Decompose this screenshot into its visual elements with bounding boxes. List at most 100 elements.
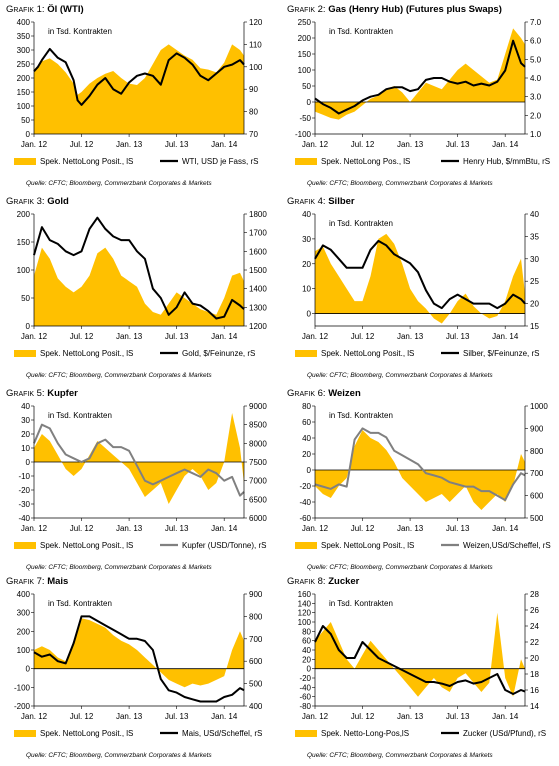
y-right-tick-label: 120 [249, 18, 263, 27]
y-right-tick-label: 1400 [249, 285, 267, 294]
legend-label-line: Zucker (USd/Pfund), rS [463, 729, 546, 738]
x-tick-label: Jul. 13 [165, 332, 189, 341]
x-tick-label: Jan. 12 [21, 524, 48, 533]
legend-label-line: Mais, USd/Scheffel, rS [182, 729, 262, 738]
y-right-tick-label: 25 [530, 277, 539, 286]
chart-title-text: Gas (Henry Hub) (Futures plus Swaps) [328, 4, 502, 15]
y-left-tick-label: 10 [21, 444, 30, 453]
x-tick-label: Jan. 13 [397, 524, 424, 533]
y-right-tick-label: 900 [530, 424, 544, 433]
y-left-tick-label: -20 [18, 486, 30, 495]
area-series [315, 28, 525, 120]
y-right-tick-label: 500 [530, 514, 544, 523]
y-left-tick-label: 20 [302, 260, 311, 269]
chart-svg: 0 10 20 30 40 15 20 25 30 35 40 Jan. 12 Jul. 12 Jan. … [295, 210, 539, 358]
y-right-tick-label: 90 [249, 85, 258, 94]
chart-number: Grafik 5: [6, 388, 45, 399]
y-left-tick-label: -60 [299, 514, 311, 523]
legend-swatch-area [14, 158, 36, 165]
y-left-tick-label: -20 [299, 482, 311, 491]
legend-label-area: Spek. NettoLong Posit., lS [40, 157, 133, 166]
x-tick-label: Jan. 13 [116, 524, 143, 533]
y-right-tick-label: 2.0 [530, 111, 542, 120]
chart-title: Grafik 1: Öl (WTI) [6, 4, 84, 15]
y-right-tick-label: 6000 [249, 514, 267, 523]
legend-swatch-area [14, 542, 36, 549]
x-tick-label: Jan. 12 [302, 712, 329, 721]
y-left-tick-label: 0 [307, 98, 312, 107]
y-left-tick-label: 160 [298, 590, 312, 599]
units-note: in Tsd. Kontrakten [329, 599, 393, 608]
units-note: in Tsd. Kontrakten [329, 411, 393, 420]
x-tick-label: Jan. 13 [397, 712, 424, 721]
y-left-tick-label: 40 [302, 646, 311, 655]
y-left-tick-label: -100 [295, 130, 312, 139]
legend-swatch-area [295, 542, 317, 549]
legend-swatch-area [14, 730, 36, 737]
legend-label-area: Spek. NettoLong Posit., lS [40, 729, 133, 738]
y-right-tick-label: 30 [530, 255, 539, 264]
chart-svg: -40 -30 -20 -10 0 10 20 30 40 6000 6500 7000 7500 800… [14, 402, 267, 550]
x-tick-label: Jan. 13 [397, 332, 424, 341]
chart-svg: 0 50 100 150 200 1200 1300 1400 1500 1600 1700 1800… [14, 210, 267, 358]
chart-title-text: Silber [328, 196, 355, 207]
x-tick-label: Jul. 13 [165, 524, 189, 533]
y-left-tick-label: 200 [17, 627, 31, 636]
x-tick-label: Jul. 12 [351, 712, 375, 721]
y-left-tick-label: 0 [307, 466, 312, 475]
chart-number: Grafik 7: [6, 576, 45, 587]
y-left-tick-label: 30 [21, 416, 30, 425]
y-right-tick-label: 600 [530, 492, 544, 501]
chart-svg: -60 -40 -20 0 20 40 60 80 500 600 700 800 900 1000 Jan… [295, 402, 551, 550]
x-tick-label: Jul. 12 [70, 140, 94, 149]
x-tick-label: Jul. 13 [446, 712, 470, 721]
chart-svg: -100 -50 0 50 100 150 200 250 1.0 2.0 3.0 4.0 5.0 6.0… [295, 18, 550, 166]
line-series [33, 423, 245, 497]
units-note: in Tsd. Kontrakten [329, 219, 393, 228]
y-right-tick-label: 80 [249, 108, 258, 117]
y-right-tick-label: 20 [530, 654, 539, 663]
y-right-tick-label: 1.0 [530, 130, 542, 139]
legend-label-area: Spek. NettoLong Posit., lS [40, 541, 133, 550]
y-left-tick-label: -10 [18, 472, 30, 481]
area-series [34, 247, 244, 326]
chart-title-text: Kupfer [47, 388, 78, 399]
y-left-tick-label: 50 [21, 294, 30, 303]
chart-title: Grafik 8: Zucker [287, 576, 359, 587]
x-tick-label: Jul. 12 [70, 332, 94, 341]
y-right-tick-label: 7.0 [530, 18, 542, 27]
units-note: in Tsd. Kontrakten [48, 27, 112, 36]
units-note: in Tsd. Kontrakten [48, 599, 112, 608]
y-right-tick-label: 3.0 [530, 93, 542, 102]
y-left-tick-label: 400 [17, 590, 31, 599]
y-left-tick-label: 350 [17, 32, 31, 41]
y-left-tick-label: -20 [299, 674, 311, 683]
y-left-tick-label: 200 [17, 210, 31, 219]
area-series [34, 618, 244, 688]
y-left-tick-label: 80 [302, 627, 311, 636]
legend-label-area: Spek. Netto-Long-Pos,lS [321, 729, 409, 738]
y-left-tick-label: -80 [299, 702, 311, 711]
line-series [33, 615, 245, 703]
line-series [314, 239, 526, 310]
legend-swatch-area [295, 730, 317, 737]
line-series [314, 39, 526, 115]
y-left-tick-label: -30 [18, 500, 30, 509]
chart-title-text: Gold [47, 196, 69, 207]
chart-panel-5: Grafik 5: Kupfer -40 -30 -20 -10 0 10 20 30 40 60… [6, 388, 274, 576]
chart-number: Grafik 4: [287, 196, 326, 207]
chart-title-text: Öl (WTI) [47, 4, 84, 15]
chart-panel-1: Grafik 1: Öl (WTI) 0 50 100 150 200 250 300 350… [6, 4, 274, 192]
y-right-tick-label: 1600 [249, 247, 267, 256]
x-tick-label: Jul. 12 [351, 524, 375, 533]
legend-swatch-area [295, 158, 317, 165]
chart-panel-4: Grafik 4: Silber 0 10 20 30 40 15 20 25 30 35 40 Ja… [287, 196, 555, 384]
y-left-tick-label: -40 [18, 514, 30, 523]
y-right-tick-label: 28 [530, 590, 539, 599]
y-left-tick-label: 100 [17, 102, 31, 111]
line-series [33, 47, 245, 106]
y-right-tick-label: 900 [249, 590, 263, 599]
y-left-tick-label: 120 [298, 609, 312, 618]
y-right-tick-label: 1200 [249, 322, 267, 331]
units-note: in Tsd. Kontrakten [329, 27, 393, 36]
